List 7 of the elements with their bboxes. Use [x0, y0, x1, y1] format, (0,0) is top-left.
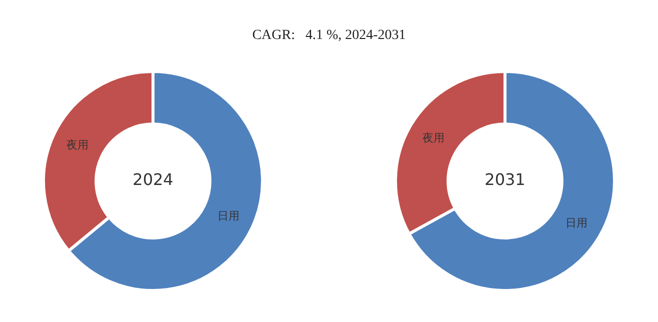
slice-label: 夜用	[66, 138, 89, 152]
slice-label: 夜用	[422, 132, 444, 145]
slice-label: 日用	[566, 217, 588, 230]
text: 2024	[132, 170, 174, 190]
text: CAGR: 4.1 %, 2024-2031	[251, 28, 407, 44]
text: 2031	[484, 170, 526, 190]
slice-label: 日用	[217, 210, 240, 222]
